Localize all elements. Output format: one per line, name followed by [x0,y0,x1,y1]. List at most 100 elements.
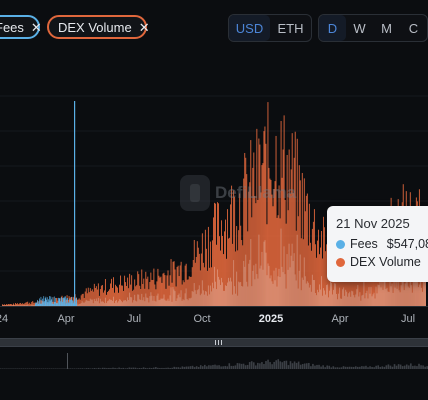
brush-bar [65,368,67,369]
volume-chart[interactable] [0,60,428,330]
llama-logo-icon [180,175,210,211]
dex-volume-bar [310,250,312,306]
dex-volume-bar [291,133,293,306]
dex-volume-bar [236,226,238,306]
dex-volume-bar [210,267,212,306]
brush-bar [346,366,349,369]
fees-bar [82,302,84,306]
brush-bar [116,368,118,369]
timeframe-option-w[interactable]: W [353,20,366,36]
dex-volume-bar [168,285,170,306]
brush-bar [157,367,159,369]
currency-option-eth[interactable]: ETH [277,20,304,36]
brush-bar [144,367,147,369]
fees-bar [199,295,201,306]
dex-volume-bar [206,270,208,306]
fees-bar [341,298,343,306]
fees-bar [8,305,9,306]
remove-dex-volume-icon[interactable]: ✕ [138,19,150,35]
fees-bar [258,234,260,306]
fees-bar [10,305,11,306]
fees-bar [78,304,80,306]
fees-bar [232,294,234,306]
fees-bar [182,299,184,306]
dex-volume-bar [201,233,203,306]
dex-volume-bar [354,267,356,306]
fees-bar [25,305,27,306]
dex-volume-bar [5,304,6,306]
brush-bar [159,368,161,369]
brush-bar [332,366,335,369]
dex-volume-bar [119,284,120,306]
dex-volume-bar [258,138,260,306]
dex-volume-bar [150,272,152,306]
brush-bar [265,361,267,369]
dex-volume-bar [133,289,135,306]
brush-bar [181,366,184,369]
brush-handle-icon[interactable] [212,339,224,346]
dex-volume-bar [108,290,109,306]
brush-bar [316,364,318,369]
fees-bar [245,254,247,306]
fees-bar [309,284,311,306]
fees-bar [17,305,19,306]
fees-bar [381,278,383,306]
dex-volume-bar [259,144,261,306]
fees-bar [391,283,393,306]
dex-volume-bar [320,247,321,306]
fees-bar [146,297,148,306]
fees-bar [126,301,128,306]
fees-filter-chip[interactable]: Fees ✕ [0,15,42,39]
dex-volume-bar [78,298,80,306]
brush-bar [20,368,22,369]
dex-volume-bar [290,169,292,306]
fees-bar [9,305,10,306]
fees-bar [96,301,98,306]
brush-bar [424,366,426,369]
currency-option-usd[interactable]: USD [229,15,270,41]
dex-volume-bar [34,302,36,306]
dex-volume-bar [174,269,176,306]
fees-bar [124,300,126,306]
fees-bar [127,297,129,306]
dex-volume-bar [10,304,11,306]
remove-fees-icon[interactable]: ✕ [30,19,42,35]
timeframe-option-d[interactable]: D [319,15,346,41]
dex-volume-bar [158,275,160,306]
timeframe-option-c[interactable]: C [408,20,419,36]
fees-bar [98,303,100,306]
timeframe-option-m[interactable]: M [381,20,392,36]
fees-bar [410,285,412,306]
dex-volume-bar [228,238,230,306]
dex-volume-bar [124,275,126,306]
fees-bar [272,283,274,306]
brush-bar [2,368,4,369]
fees-bar [301,277,303,306]
dex-volume-bar [181,284,183,306]
brush-bar [361,366,363,369]
dex-volume-bar [375,259,377,306]
fees-bar [218,276,219,306]
brush-track[interactable] [0,338,428,347]
dex-volume-bar [254,195,256,306]
dex-volume-bar [299,180,301,306]
fees-bar [298,270,300,306]
brush-bar [314,365,316,369]
fees-bar [142,300,144,306]
fees-bar [357,284,359,306]
fees-bar [53,303,54,306]
dex-volume-bar [214,202,215,306]
brush-bar [6,368,8,369]
dex-volume-filter-chip[interactable]: DEX Volume ✕ [47,15,150,39]
fees-bar [284,274,286,306]
x-axis: 24 Apr Jul Oct 2025 Apr Jul [0,313,428,331]
fees-bar [256,274,258,306]
fees-bar [332,294,334,306]
dex-volume-bar [79,299,81,306]
dex-volume-bar [374,273,376,306]
x-tick-jul-2025: Jul [400,313,416,325]
range-brush[interactable] [0,338,428,375]
brush-bar [214,364,216,369]
brush-bar [69,368,71,369]
brush-bar [85,368,88,369]
